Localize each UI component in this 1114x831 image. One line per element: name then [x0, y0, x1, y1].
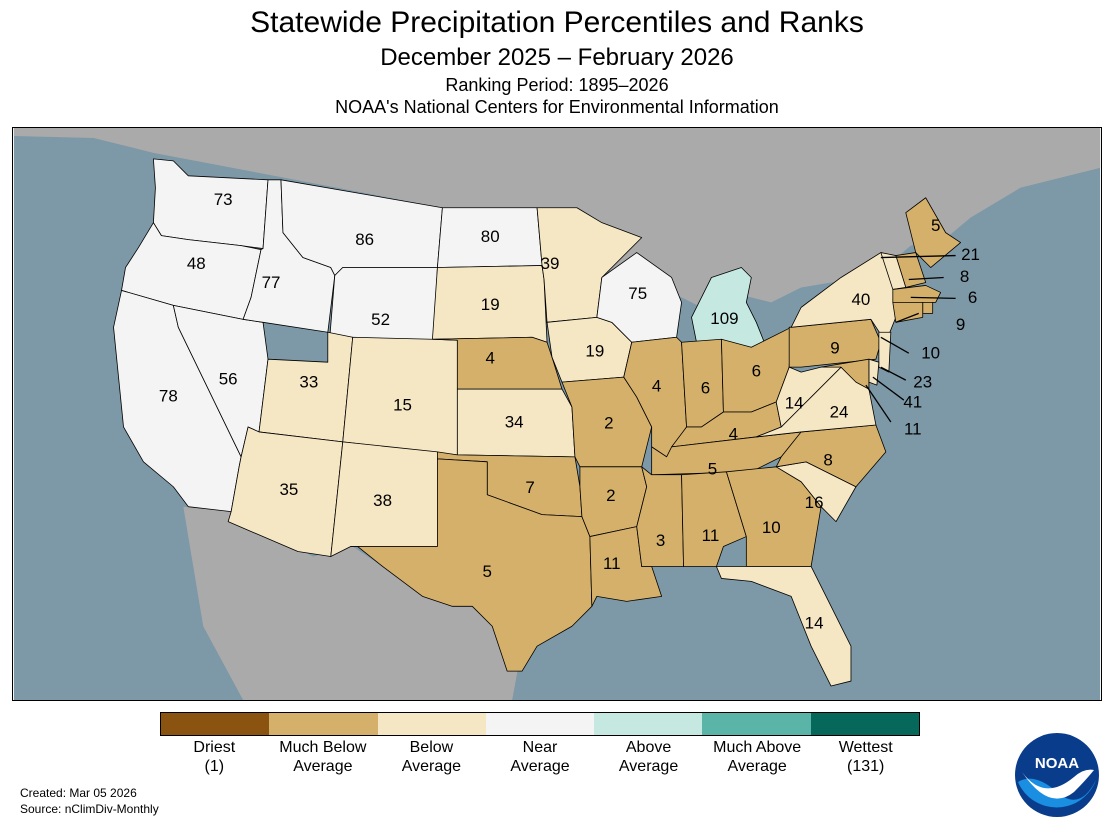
state-rank-label: 10 — [921, 344, 940, 363]
state-connecticut — [892, 301, 924, 323]
state-rank-label: 2 — [606, 486, 615, 505]
state-rank-label: 80 — [481, 227, 500, 246]
state-nebraska — [432, 336, 563, 390]
state-rank-label: 5 — [483, 562, 492, 581]
state-rank-label: 24 — [830, 402, 849, 421]
state-rank-label: 33 — [299, 373, 318, 392]
legend-swatch — [161, 713, 270, 735]
legend-swatch — [269, 713, 378, 735]
state-rank-label: 78 — [159, 387, 178, 406]
state-rank-label: 8 — [823, 450, 832, 469]
legend-label: Wettest (131) — [838, 739, 893, 775]
state-rank-label: 9 — [956, 315, 965, 334]
state-rank-label: 35 — [280, 480, 299, 499]
legend-label: Driest (1) — [193, 739, 236, 775]
state-rank-label: 40 — [852, 290, 871, 309]
state-rank-label: 4 — [486, 349, 495, 368]
state-rank-label: 14 — [805, 614, 824, 633]
state-wisconsin — [596, 252, 682, 343]
state-rank-label: 7 — [525, 478, 534, 497]
agency-name: NOAA's National Centers for Environmenta… — [335, 97, 779, 117]
state-rank-label: 38 — [373, 491, 392, 510]
state-rank-label: 9 — [830, 339, 839, 358]
state-vermont — [880, 252, 907, 290]
state-rank-label: 14 — [785, 394, 804, 413]
state-rank-label: 52 — [371, 310, 390, 329]
noaa-logo-text: NOAA — [1035, 755, 1079, 772]
ranking-period: Ranking Period: 1895–2026 — [445, 75, 669, 95]
state-rank-label: 2 — [604, 413, 613, 432]
state-rhode-island — [922, 301, 934, 314]
legend-swatch — [702, 713, 811, 735]
leader-line — [910, 296, 956, 300]
state-florida — [716, 566, 852, 687]
state-rank-label: 4 — [729, 424, 738, 443]
state-rank-label: 77 — [262, 273, 281, 292]
leader-line — [880, 366, 907, 381]
state-rank-label: 19 — [585, 342, 604, 361]
state-rank-label: 11 — [904, 419, 922, 438]
state-north-carolina — [775, 424, 887, 488]
state-mississippi — [636, 466, 684, 567]
state-rank-label: 6 — [752, 362, 761, 381]
legend-label: Below Average — [401, 739, 462, 775]
leader-line — [872, 376, 905, 401]
state-rank-label: 19 — [481, 295, 500, 314]
state-rank-label: 4 — [652, 377, 661, 396]
state-rank-label: 34 — [505, 412, 524, 431]
state-new-jersey — [878, 331, 892, 373]
legend-label: Near Average — [510, 739, 570, 775]
state-rank-label: 86 — [355, 230, 374, 249]
state-rank-label: 21 — [961, 245, 980, 264]
map-period: December 2025 – February 2026 — [380, 44, 734, 71]
mexico-land — [183, 506, 523, 700]
created-date: Created: Mar 05 2026 — [20, 786, 137, 800]
state-rank-label: 5 — [708, 459, 717, 478]
precipitation-map: 7348785677865233351538801943475391922117… — [12, 127, 1102, 701]
leader-line — [895, 312, 919, 323]
legend-label: Much Above Average — [713, 739, 802, 775]
noaa-logo: NOAA — [1015, 733, 1099, 817]
state-rank-label: 11 — [603, 554, 621, 573]
state-rank-label: 6 — [701, 379, 710, 398]
state-rank-label: 16 — [805, 493, 824, 512]
state-rank-label: 11 — [702, 526, 720, 545]
state-rank-label: 39 — [541, 254, 560, 273]
legend-swatch — [485, 713, 595, 735]
legend-swatch — [594, 713, 703, 735]
state-maryland — [820, 358, 870, 390]
state-rank-label: 3 — [656, 531, 665, 550]
state-rank-label: 73 — [214, 190, 233, 209]
legend-label: Above Average — [618, 739, 679, 775]
legend-swatch — [810, 713, 919, 735]
leader-line — [908, 276, 944, 281]
leader-line — [880, 336, 910, 354]
leader-line — [865, 384, 892, 423]
state-rank-label: 10 — [762, 518, 781, 537]
state-rank-label: 6 — [968, 288, 977, 307]
state-rank-label: 23 — [913, 373, 932, 392]
state-rank-label: 5 — [931, 216, 940, 235]
state-rank-label: 15 — [393, 395, 412, 414]
data-source: Source: nClimDiv-Monthly — [20, 802, 159, 816]
leader-line — [880, 254, 956, 259]
legend-bar — [160, 712, 920, 736]
legend-swatch — [377, 713, 486, 735]
canada-land — [13, 128, 1101, 308]
state-texas — [350, 458, 593, 672]
map-title: Statewide Precipitation Percentiles and … — [250, 6, 864, 39]
state-rank-label: 48 — [187, 254, 206, 273]
state-rank-label: 109 — [710, 309, 738, 328]
state-rank-label: 8 — [960, 267, 969, 286]
state-rank-label: 41 — [903, 393, 922, 412]
state-rank-label: 56 — [219, 370, 238, 389]
state-rank-label: 75 — [628, 284, 647, 303]
legend-label: Much Below Average — [279, 739, 367, 775]
